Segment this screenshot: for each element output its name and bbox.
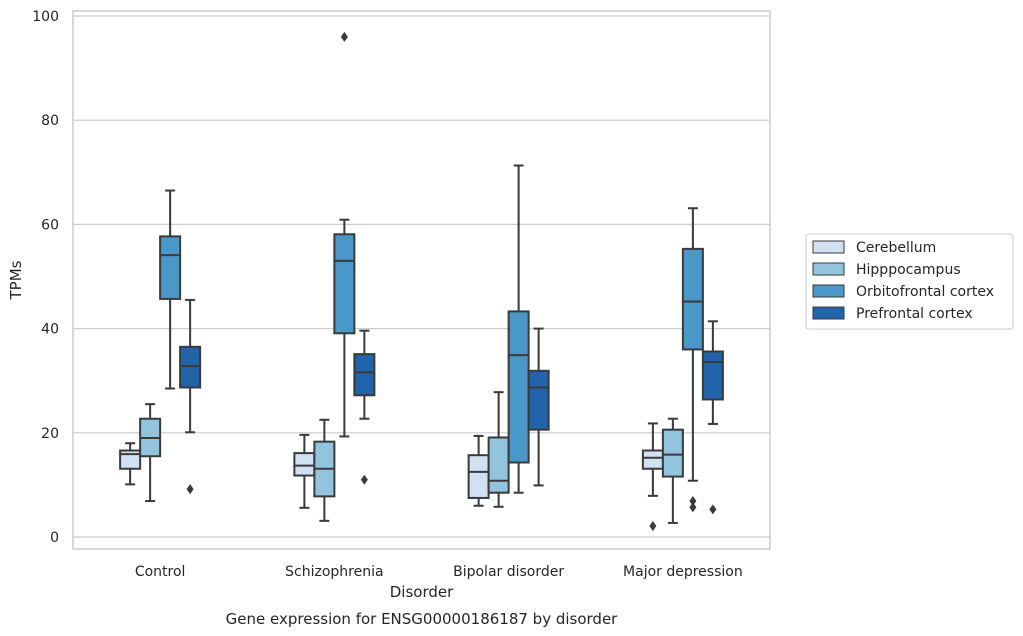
iqr-box xyxy=(353,353,376,397)
x-tick-labels: Control Schizophrenia Bipolar disorder Majo… xyxy=(135,564,743,580)
box-cerebellum xyxy=(119,442,142,486)
y-axis-label: TPMs xyxy=(7,260,25,300)
box-hipppocampus xyxy=(313,418,336,522)
legend-entry: Cerebellum xyxy=(856,240,936,256)
legend-frame xyxy=(805,233,1014,330)
box-prefrontal-cortex xyxy=(353,329,376,485)
outlier-point xyxy=(340,31,348,42)
y-tick-label: 0 xyxy=(50,530,59,546)
box-hipppocampus xyxy=(661,417,684,524)
box-cerebellum xyxy=(467,434,490,507)
box-hipppocampus xyxy=(139,403,162,503)
box-orbitofrontal-cortex xyxy=(333,31,356,438)
legend-entry: Prefrontal cortex xyxy=(856,306,973,322)
iqr-box xyxy=(467,454,490,499)
box-prefrontal-cortex xyxy=(527,327,550,487)
iqr-box xyxy=(507,310,530,464)
box-orbitofrontal-cortex xyxy=(681,207,704,513)
box-hipppocampus xyxy=(487,391,510,508)
x-axis-label: Disorder xyxy=(390,583,454,601)
y-tick-label: 40 xyxy=(41,322,59,338)
box-prefrontal-cortex xyxy=(701,320,724,515)
y-tick-label: 20 xyxy=(41,426,59,442)
plot-frame xyxy=(72,10,771,550)
iqr-box xyxy=(487,436,510,494)
x-tick-label: Schizophrenia xyxy=(285,564,383,580)
box-orbitofrontal-cortex xyxy=(507,164,530,494)
iqr-box xyxy=(527,369,550,431)
x-tick-label: Major depression xyxy=(623,564,743,580)
iqr-box xyxy=(333,233,356,335)
legend-swatch xyxy=(812,262,845,276)
x-tick-label: Bipolar disorder xyxy=(453,564,564,580)
iqr-box xyxy=(159,235,182,300)
box-cerebellum xyxy=(293,433,316,509)
iqr-box xyxy=(681,247,704,351)
chart-title: Gene expression for ENSG00000186187 by d… xyxy=(226,610,619,628)
boxes-layer xyxy=(119,31,724,532)
outlier-point xyxy=(649,521,657,532)
legend-swatch xyxy=(812,284,845,298)
outlier-point xyxy=(689,496,697,507)
iqr-box xyxy=(661,428,684,478)
legend: Cerebellum Hipppocampus Orbitofrontal cort… xyxy=(805,233,1014,330)
legend-entry: Orbitofrontal cortex xyxy=(856,284,994,300)
legend-swatch xyxy=(812,240,845,254)
outlier-point xyxy=(186,484,194,495)
outlier-point xyxy=(360,474,368,485)
iqr-box xyxy=(179,345,202,389)
y-tick-labels: 0 20 40 60 80 100 xyxy=(32,9,59,546)
legend-entry: Hipppocampus xyxy=(856,262,961,278)
y-tick-label: 100 xyxy=(32,9,59,25)
box-orbitofrontal-cortex xyxy=(159,189,182,390)
y-tick-label: 60 xyxy=(41,217,59,233)
outlier-point xyxy=(689,502,697,513)
box-prefrontal-cortex xyxy=(179,298,202,495)
legend-swatch xyxy=(812,306,845,320)
y-tick-label: 80 xyxy=(41,113,59,129)
iqr-box xyxy=(641,449,664,470)
outlier-point xyxy=(709,504,717,515)
box-cerebellum xyxy=(641,422,664,532)
iqr-box xyxy=(701,350,724,401)
x-tick-label: Control xyxy=(135,564,186,580)
iqr-box xyxy=(293,452,316,477)
